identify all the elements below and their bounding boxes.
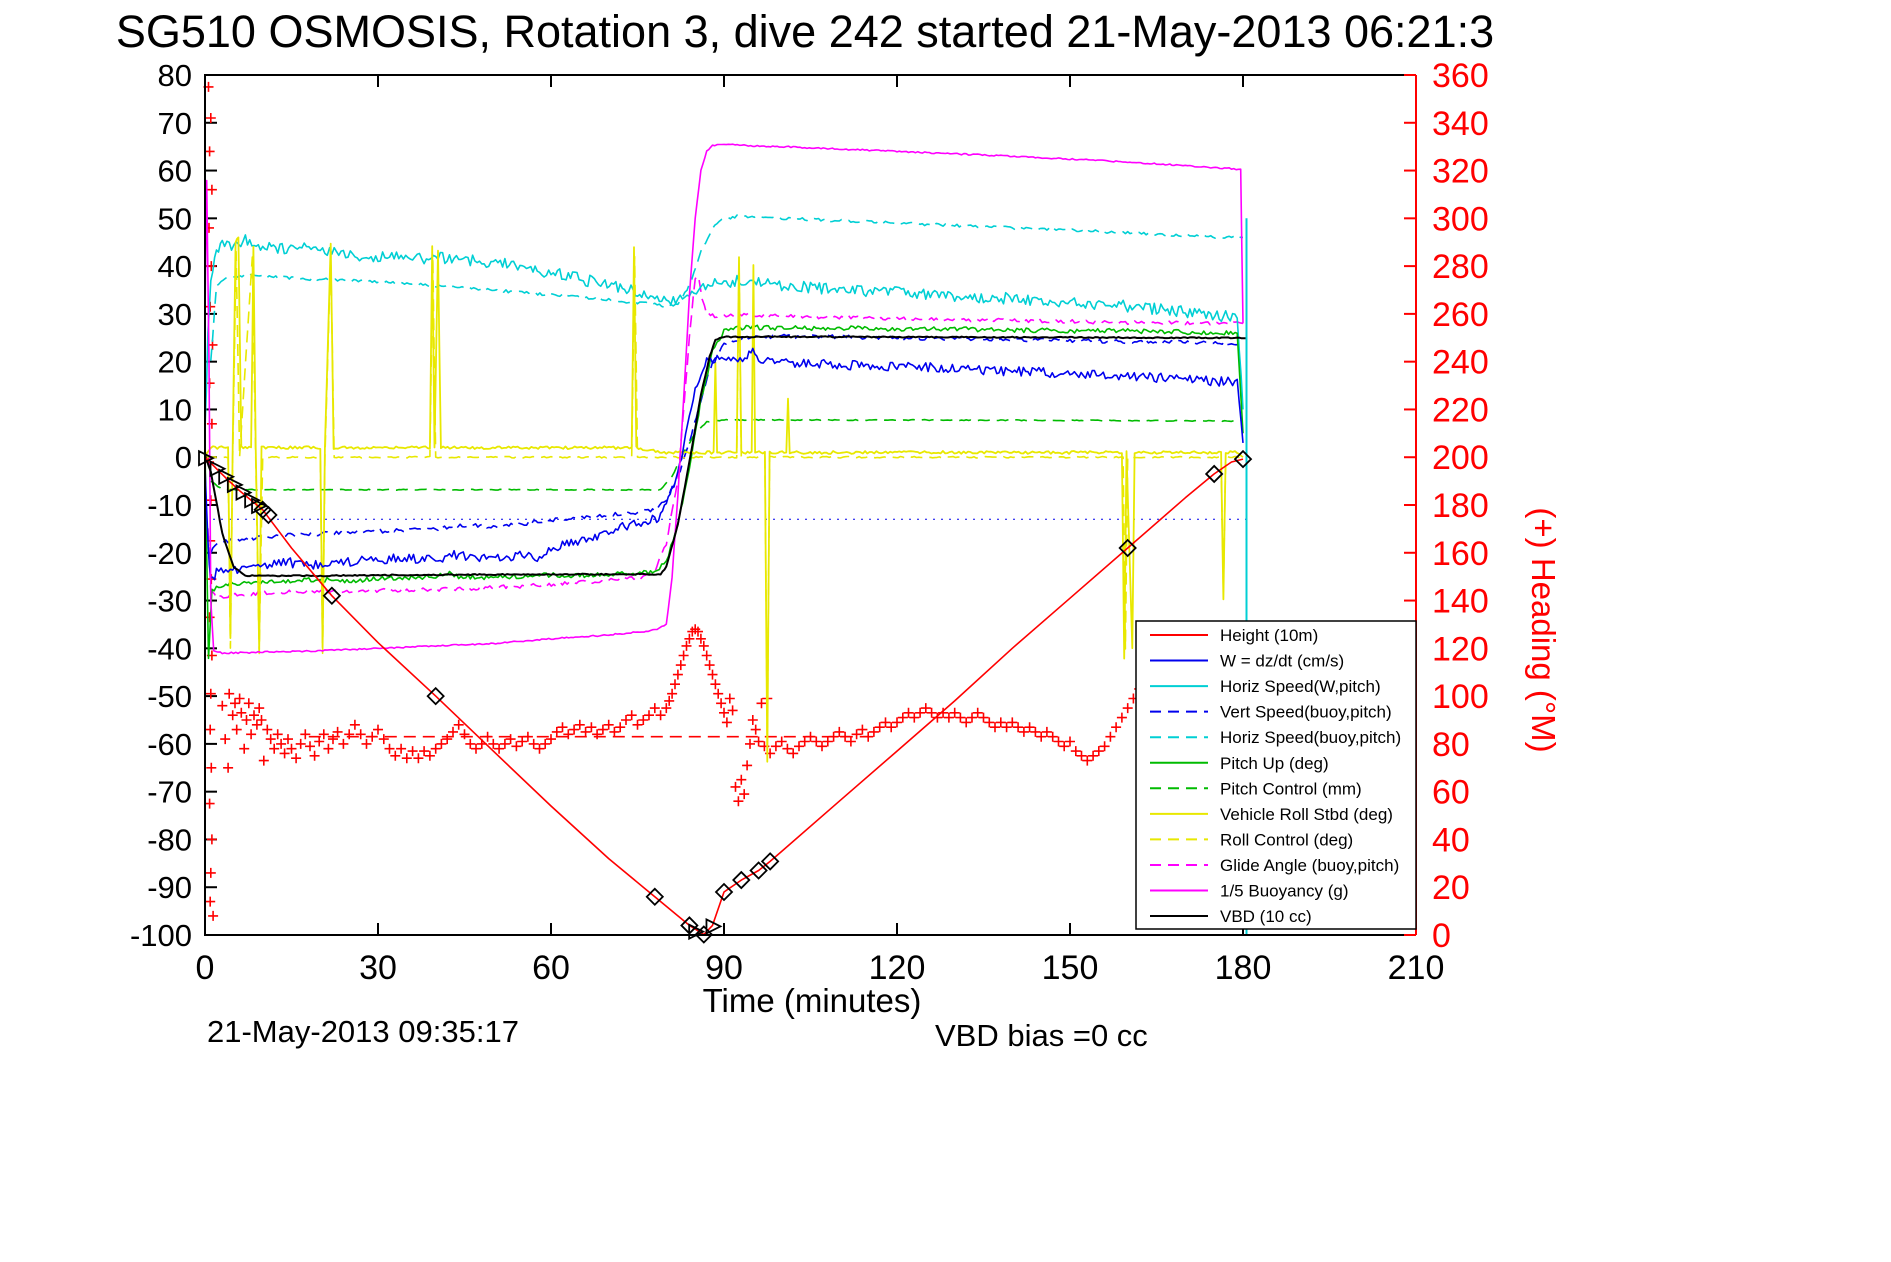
series-horiz-speed-w-pitch xyxy=(204,234,1244,429)
legend-item-label: Glide Angle (buoy,pitch) xyxy=(1220,856,1399,875)
left-axis-tick-label: -90 xyxy=(147,870,192,905)
right-axis-tick-label: 200 xyxy=(1432,439,1489,477)
left-axis-tick-label: -70 xyxy=(147,775,192,810)
left-axis-tick-label: 60 xyxy=(158,154,192,189)
series-one-fifth-buoyancy xyxy=(204,143,1244,655)
plot-area: 80706050403020100-10-20-30-40-50-60-70-8… xyxy=(130,57,1489,987)
right-axis-tick-label: 360 xyxy=(1432,57,1489,95)
left-axis-tick-label: -100 xyxy=(130,918,192,953)
legend-item-label: Pitch Up (deg) xyxy=(1220,754,1329,773)
left-axis-tick-label: 0 xyxy=(175,440,192,475)
footer-vbd-bias: VBD bias =0 cc xyxy=(935,1018,1148,1053)
left-axis-tick-label: -20 xyxy=(147,536,192,571)
right-axis-tick-label: 100 xyxy=(1432,678,1489,716)
right-axis-tick-label: 300 xyxy=(1432,200,1489,238)
legend-item-label: Vehicle Roll Stbd (deg) xyxy=(1220,805,1393,824)
legend-item-label: VBD (10 cc) xyxy=(1220,907,1312,926)
height-markers xyxy=(198,449,1253,944)
footer-timestamp: 21-May-2013 09:35:17 xyxy=(207,1014,519,1049)
left-axis-tick-label: -60 xyxy=(147,727,192,762)
left-axis-tick-label: -30 xyxy=(147,584,192,619)
x-axis-tick-label: 60 xyxy=(532,949,570,987)
right-axis-tick-label: 80 xyxy=(1432,726,1470,764)
right-axis-tick-label: 40 xyxy=(1432,821,1470,859)
left-axis-tick-label: -10 xyxy=(147,488,192,523)
x-axis-tick-label: 30 xyxy=(359,949,397,987)
series-w-dz-dt xyxy=(204,347,1244,581)
legend-item-label: Vert Speed(buoy,pitch) xyxy=(1220,703,1392,722)
series-glide-angle-buoy-pitch xyxy=(207,275,1244,599)
legend-item-label: Roll Control (deg) xyxy=(1220,830,1353,849)
right-axis-tick-label: 320 xyxy=(1432,153,1489,191)
left-axis-tick-label: 80 xyxy=(158,58,192,93)
left-axis-tick-label: 50 xyxy=(158,201,192,236)
right-axis-tick-label: 120 xyxy=(1432,630,1489,668)
x-axis-tick-label: 210 xyxy=(1388,949,1445,987)
left-axis-tick-label: 40 xyxy=(158,249,192,284)
legend-item-label: W = dz/dt (cm/s) xyxy=(1220,652,1344,671)
x-axis-tick-label: 120 xyxy=(869,949,926,987)
series-vbd xyxy=(204,335,1246,578)
plot-title: SG510 OSMOSIS, Rotation 3, dive 242 star… xyxy=(116,6,1494,57)
right-axis-tick-label: 220 xyxy=(1432,391,1489,429)
x-axis-label: Time (minutes) xyxy=(703,982,922,1019)
right-axis: 3603403203002802602402202001801601401201… xyxy=(1404,57,1489,955)
legend: Height (10m) W = dz/dt (cm/s) Horiz Speed(… xyxy=(1135,620,1417,930)
right-axis-tick-label: 240 xyxy=(1432,344,1489,382)
left-axis: 80 70 60 50 40 30 20 10 0 -10 -20 -30 -40 -50 -60 -70 -8… xyxy=(130,58,217,953)
right-axis-label: (+) Heading (°M) xyxy=(1525,507,1562,752)
right-axis-tick-label: 180 xyxy=(1432,487,1489,525)
x-axis-tick-label: 180 xyxy=(1215,949,1272,987)
legend-item-label: Height (10m) xyxy=(1220,626,1318,645)
legend-item-label: Horiz Speed(buoy,pitch) xyxy=(1220,728,1401,747)
x-axis-tick-label: 90 xyxy=(705,949,743,987)
legend-item-label: Horiz Speed(W,pitch) xyxy=(1220,677,1381,696)
left-axis-tick-label: 20 xyxy=(158,345,192,380)
right-axis-tick-label: 280 xyxy=(1432,248,1489,286)
plot-frame xyxy=(204,74,1416,936)
bottom-axis: 0 30 60 90 120 150 180 210 xyxy=(196,75,1445,987)
right-axis-tick-label: 0 xyxy=(1432,917,1451,955)
right-axis-tick-label: 140 xyxy=(1432,583,1489,621)
left-axis-tick-label: -40 xyxy=(147,631,192,666)
left-axis-tick-label: 10 xyxy=(158,392,192,427)
series-vehicle-roll-stbd xyxy=(204,236,1244,763)
right-axis-tick-label: 160 xyxy=(1432,535,1489,573)
left-axis-tick-label: 70 xyxy=(158,106,192,141)
right-axis-tick-label: 260 xyxy=(1432,296,1489,334)
x-axis-tick-label: 150 xyxy=(1042,949,1099,987)
right-axis-tick-label: 60 xyxy=(1432,774,1470,812)
right-axis-tick-label: 340 xyxy=(1432,105,1489,143)
series-pitch-control xyxy=(210,418,1244,491)
left-axis-tick-label: -50 xyxy=(147,679,192,714)
heading-scatter xyxy=(203,81,1162,921)
legend-item-label: Pitch Control (mm) xyxy=(1220,779,1362,798)
left-axis-tick-label: -80 xyxy=(147,822,192,857)
series-roll-control xyxy=(204,250,1244,745)
series-height xyxy=(204,456,1244,936)
legend-item-label: 1/5 Buoyancy (g) xyxy=(1220,882,1349,901)
x-axis-tick-label: 0 xyxy=(196,949,215,987)
series-vert-speed-buoy-pitch xyxy=(210,333,1244,554)
left-axis-tick-label: 30 xyxy=(158,297,192,332)
right-axis-tick-label: 20 xyxy=(1432,869,1470,907)
